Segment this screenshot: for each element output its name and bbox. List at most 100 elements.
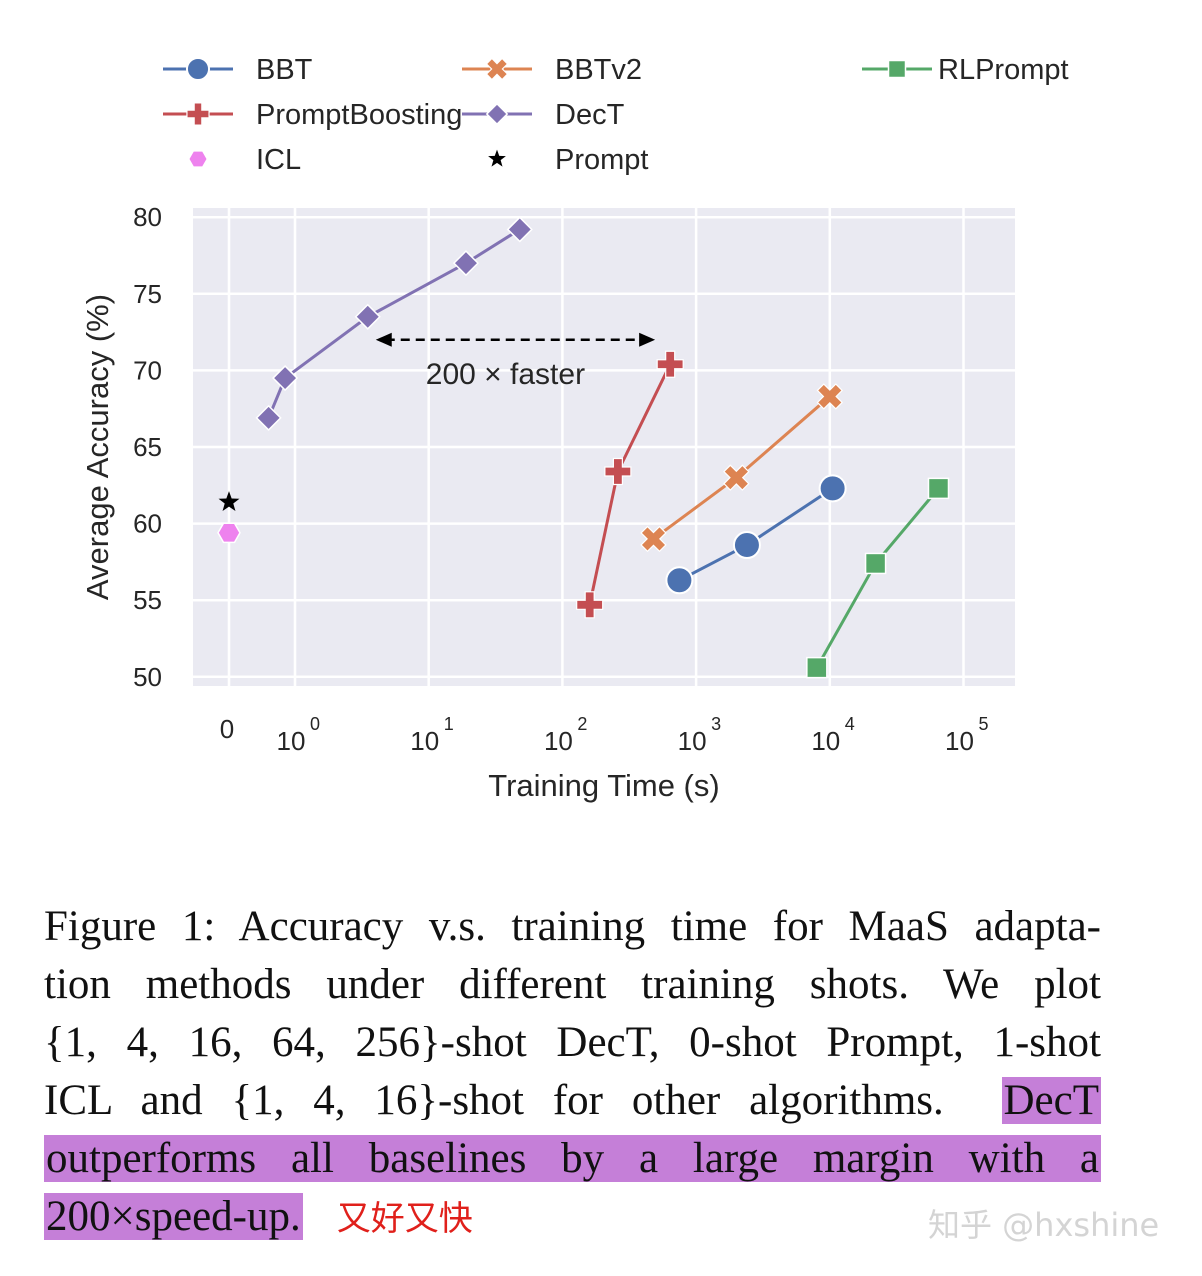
marker-circle (185, 56, 211, 82)
marker-diamond (452, 250, 480, 277)
data-point-dect (272, 364, 299, 392)
caption-line-6: 200×speed-up. 又好又快 (44, 1188, 1101, 1246)
legend-label: ICL (256, 144, 301, 176)
series-promptboosting (576, 350, 684, 619)
series-bbt (665, 474, 847, 595)
x-tick-exponent: 4 (845, 714, 855, 734)
x-tick-base: 0 (220, 714, 234, 744)
legend-marker (186, 102, 210, 126)
caption-line-2: tion methods under different training sh… (44, 961, 1101, 1008)
y-tick-label: 60 (133, 509, 162, 539)
x-tick-label: 101 (410, 714, 453, 756)
data-point-icl (217, 522, 241, 544)
legend-item-prompt: Prompt (488, 144, 648, 176)
data-point-dect (255, 404, 282, 431)
x-tick-exponent: 1 (444, 714, 454, 734)
marker-hexagon (187, 150, 209, 168)
marker-diamond (255, 404, 282, 431)
legend-marker (185, 56, 211, 82)
marker-x (723, 464, 750, 491)
legend-label: Prompt (555, 144, 648, 176)
marker-x (485, 57, 509, 81)
accuracy-vs-time-chart: BBT PromptBoosting ICL BBTv2 DecT Prompt RLPro… (80, 54, 1069, 803)
series-bbtv2 (640, 383, 844, 553)
y-tick-label: 70 (133, 355, 162, 385)
data-point-bbt (818, 474, 847, 503)
x-tick-base: 10 (410, 726, 439, 756)
marker-x (816, 383, 844, 410)
annotation-arrowhead-left (375, 332, 392, 347)
x-tick-exponent: 2 (577, 714, 587, 734)
marker-plus (576, 591, 604, 619)
handwritten-note: 又好又快 (336, 1199, 473, 1239)
series-icl (217, 522, 241, 544)
series-dect (255, 216, 533, 431)
legend-item-bbtv2: BBTv2 (462, 54, 642, 86)
marker-diamond (506, 216, 533, 243)
data-point-rlprompt (927, 477, 950, 500)
legend: BBT PromptBoosting ICL BBTv2 DecT Prompt RLPro… (163, 54, 1069, 176)
legend-label: DecT (555, 99, 625, 131)
data-point-bbt (665, 566, 694, 595)
y-tick-label: 55 (133, 585, 162, 615)
caption-line-5: outperforms all baselines by a large mar… (44, 1130, 1101, 1188)
y-tick-label: 75 (133, 279, 162, 309)
legend-item-promptboosting: PromptBoosting (163, 99, 462, 131)
x-tick-exponent: 0 (310, 714, 320, 734)
legend-label: BBT (256, 54, 313, 86)
x-tick-exponent: 3 (711, 714, 721, 734)
speedup-annotation: 200 × faster (375, 332, 656, 391)
data-point-promptboosting (604, 457, 632, 486)
y-tick-label: 80 (133, 202, 162, 232)
legend-label: RLPrompt (938, 54, 1069, 86)
marker-circle (665, 566, 694, 595)
x-tick-base: 10 (811, 726, 840, 756)
x-tick-label: 102 (544, 714, 587, 756)
data-point-dect (354, 303, 381, 330)
marker-square (806, 656, 828, 679)
series-prompt (218, 491, 240, 512)
caption-line-1: Figure 1: Accuracy v.s. training time fo… (44, 903, 1101, 950)
marker-diamond (485, 102, 509, 126)
x-tick-label: 105 (945, 714, 988, 756)
data-point-promptboosting (576, 591, 604, 619)
legend-marker (485, 57, 509, 81)
marker-plus (186, 102, 210, 126)
legend-item-dect: DecT (462, 99, 625, 131)
data-point-dect (452, 250, 480, 277)
x-tick-base: 10 (277, 726, 306, 756)
marker-star (218, 491, 240, 512)
legend-item-bbt: BBT (163, 54, 313, 86)
legend-item-rlprompt: RLPrompt (862, 54, 1069, 86)
legend-marker (887, 59, 907, 79)
x-tick-exponent: 5 (978, 714, 988, 734)
legend-marker (488, 149, 506, 167)
data-point-bbt (732, 531, 761, 560)
x-axis-label: Training Time (s) (488, 768, 719, 803)
caption-highlight-line-6: 200×speed-up. (44, 1193, 303, 1240)
marker-star (488, 149, 506, 167)
marker-square (927, 477, 950, 500)
series-layer (217, 216, 950, 679)
watermark: 知乎 @hxshine (928, 1206, 1160, 1244)
marker-square (864, 552, 887, 575)
caption-line-3: {1, 4, 16, 64, 256}-shot DecT, 0-shot Pr… (44, 1019, 1101, 1066)
marker-circle (818, 474, 847, 503)
marker-circle (732, 531, 761, 560)
legend-marker (485, 102, 509, 126)
marker-plus (656, 350, 684, 378)
x-tick-label: 0 (220, 714, 234, 744)
data-point-rlprompt (864, 552, 887, 575)
legend-item-icl: ICL (187, 144, 301, 176)
x-tick-label: 104 (811, 714, 854, 756)
caption-highlight-line-5: outperforms all baselines by a large mar… (44, 1135, 1101, 1182)
legend-label: PromptBoosting (256, 99, 462, 131)
data-point-rlprompt (806, 656, 828, 679)
marker-square (887, 59, 907, 79)
grid-lines (193, 208, 1015, 686)
marker-hexagon (217, 522, 241, 544)
y-axis-label: Average Accuracy (%) (80, 294, 115, 600)
annotation-arrowhead-right (639, 332, 656, 347)
series-rlprompt (806, 477, 950, 679)
